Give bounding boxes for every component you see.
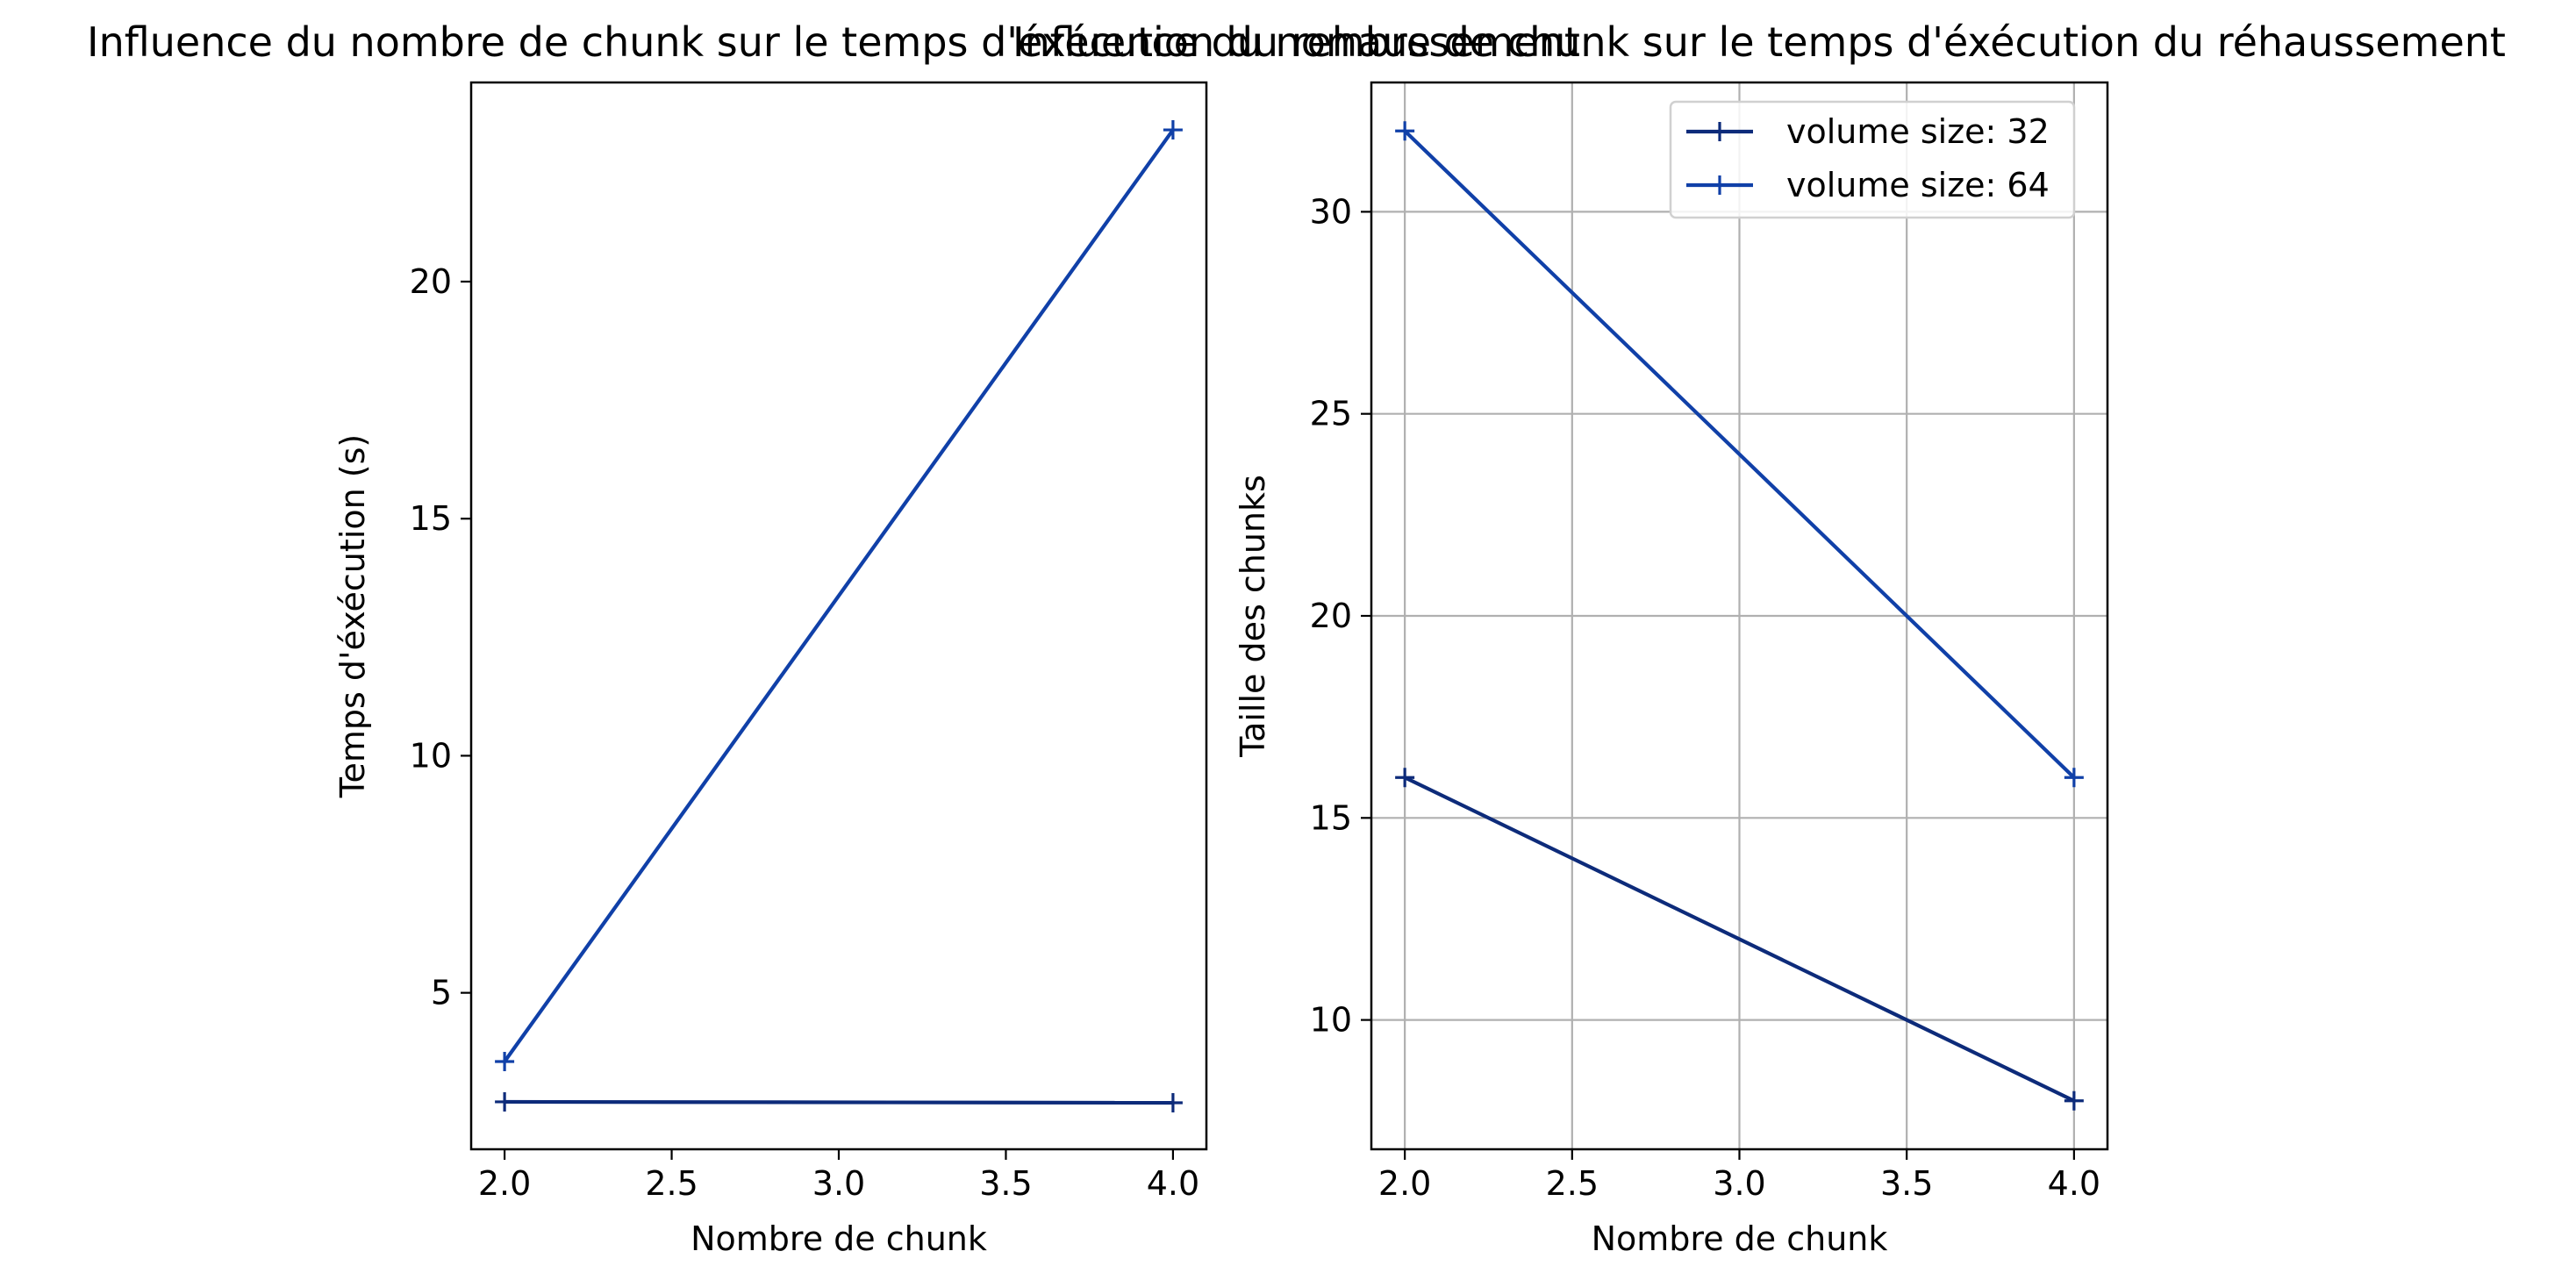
- right-series-1-point: [1395, 768, 1415, 788]
- left-series-2-line: [503, 128, 1175, 1063]
- right-chart-title: Influence du nombre de chunk sur le temp…: [1013, 18, 2506, 66]
- right-x-tick-label: 2.5: [1546, 1164, 1599, 1203]
- left-x-tick-label: 2.5: [645, 1164, 698, 1203]
- left-series-2-point: [1163, 120, 1183, 140]
- legend-entry-label: volume size: 64: [1786, 166, 2050, 204]
- right-series-1-line: [1404, 776, 2075, 1103]
- right-y-axis-label: Taille des chunks: [1234, 475, 1272, 758]
- right-x-tick-label: 3.0: [1713, 1164, 1765, 1203]
- right-series-2-line: [1403, 129, 2076, 779]
- right-y-tick-label: 15: [1310, 798, 1352, 837]
- left-y-tick-label: 20: [410, 262, 452, 301]
- right-subplot: 2.0 2.5 3.0 3.5 4.0 10 15 20 25 30 volume size: 3…: [1013, 18, 2506, 1258]
- left-y-tick-label: 10: [410, 736, 452, 775]
- left-chart-title: Influence du nombre de chunk sur le temp…: [87, 18, 1580, 66]
- left-series-1-point: [495, 1091, 515, 1112]
- legend-swatch-marker: [1710, 122, 1729, 141]
- right-x-tick-label: 3.5: [1880, 1164, 1933, 1203]
- legend-entry-label: volume size: 32: [1786, 112, 2050, 151]
- right-y-tick-label: 25: [1310, 395, 1352, 433]
- left-x-axis-label: Nombre de chunk: [691, 1219, 987, 1258]
- left-x-tick-label: 2.0: [478, 1164, 531, 1203]
- left-y-tick-label: 5: [431, 974, 452, 1012]
- right-y-tick-label: 20: [1310, 597, 1352, 635]
- legend-swatch-marker: [1710, 175, 1729, 195]
- left-x-tick-label: 3.5: [979, 1164, 1032, 1203]
- left-y-axis-label: Temps d'éxécution (s): [333, 434, 372, 798]
- right-y-tick-label: 10: [1310, 1001, 1352, 1040]
- left-y-tick-label: 15: [410, 499, 452, 538]
- right-series-2-point: [1395, 121, 1415, 141]
- left-x-tick-label: 4.0: [1147, 1164, 1199, 1203]
- right-x-tick-label: 4.0: [2048, 1164, 2100, 1203]
- left-series-2-point: [495, 1052, 515, 1072]
- left-series-1-line: [504, 1099, 1173, 1105]
- left-subplot: 2.0 2.5 3.0 3.5 4.0 5 10 15 20 Influence du nomb…: [87, 18, 1580, 1258]
- left-series-1-point: [1163, 1093, 1183, 1113]
- right-y-tick-label: 30: [1310, 192, 1352, 231]
- legend: volume size: 32 volume size: 64: [1669, 100, 2076, 219]
- right-series-1-point: [2064, 1090, 2084, 1111]
- left-x-tick-label: 3.0: [812, 1164, 865, 1203]
- legend-box: [1669, 100, 2076, 219]
- right-series-2-point: [2064, 768, 2084, 788]
- right-x-axis-label: Nombre de chunk: [1592, 1219, 1888, 1258]
- right-x-tick-label: 2.0: [1378, 1164, 1431, 1203]
